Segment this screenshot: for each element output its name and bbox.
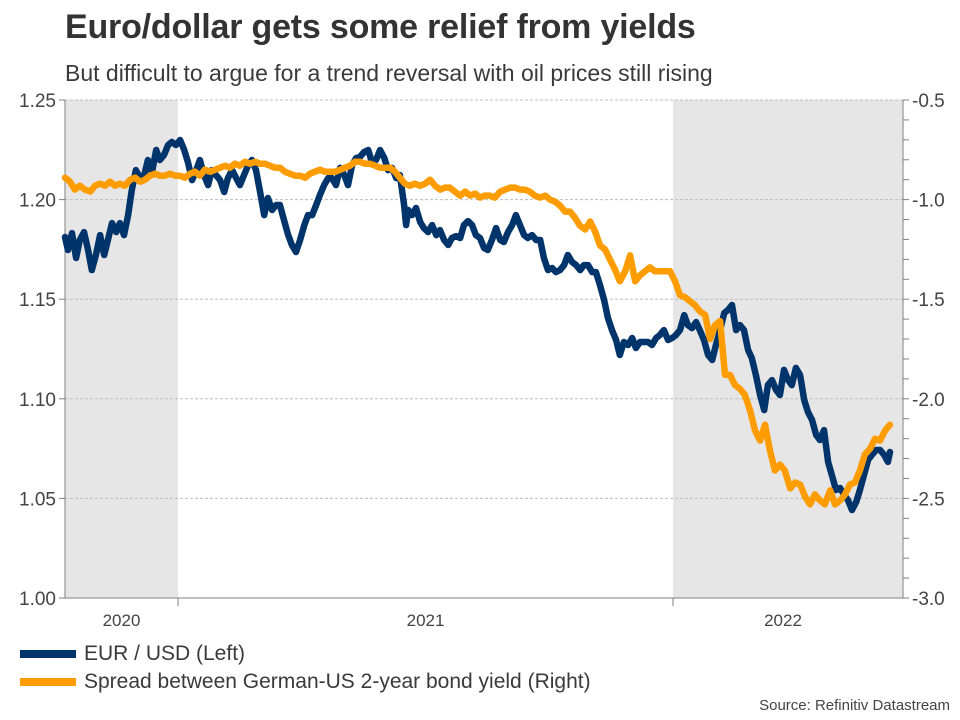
right-tick-label: -3.0 <box>912 589 945 610</box>
right-tick-label: -1.0 <box>912 191 945 212</box>
legend-item-eurusd: EUR / USD (Left) <box>20 640 591 668</box>
left-tick-label: 1.15 <box>19 290 56 311</box>
x-tick-label: 2022 <box>764 611 802 630</box>
x-axis-ticks: 2020 2021 2022 <box>103 598 802 630</box>
left-tick-label: 1.05 <box>19 489 56 510</box>
series <box>61 136 894 514</box>
left-tick-label: 1.20 <box>19 191 56 212</box>
right-tick-label: -2.5 <box>912 489 945 510</box>
left-tick-label: 1.10 <box>19 390 56 411</box>
left-tick-label: 1.25 <box>19 91 56 112</box>
legend-swatch-spread <box>20 678 76 686</box>
legend-swatch-eurusd <box>20 650 76 658</box>
right-tick-label: -2.0 <box>912 390 945 411</box>
x-tick-label: 2021 <box>407 611 445 630</box>
chart-title: Euro/dollar gets some relief from yields <box>65 8 696 46</box>
legend: EUR / USD (Left) Spread between German-U… <box>20 640 591 696</box>
source-note: Source: Refinitiv Datastream <box>759 697 950 714</box>
right-tick-label: -0.5 <box>912 91 945 112</box>
right-tick-label: -1.5 <box>912 290 945 311</box>
legend-label-eurusd: EUR / USD (Left) <box>84 642 246 665</box>
legend-item-spread: Spread between German-US 2-year bond yie… <box>20 668 591 696</box>
left-tick-label: 1.00 <box>19 589 56 610</box>
shaded-periods <box>65 100 903 598</box>
shaded-period <box>673 100 903 598</box>
axes <box>64 100 904 599</box>
chart-subtitle: But difficult to argue for a trend rever… <box>65 60 713 86</box>
x-tick-label: 2020 <box>103 611 141 630</box>
legend-label-spread: Spread between German-US 2-year bond yie… <box>84 670 591 693</box>
left-axis-ticks: 1.00 1.05 1.10 1.15 1.20 1.25 <box>19 91 65 610</box>
series-line-spread <box>61 158 894 508</box>
right-axis-ticks: -3.0 -2.5 -2.0 -1.5 -1.0 -0.5 <box>903 91 945 610</box>
